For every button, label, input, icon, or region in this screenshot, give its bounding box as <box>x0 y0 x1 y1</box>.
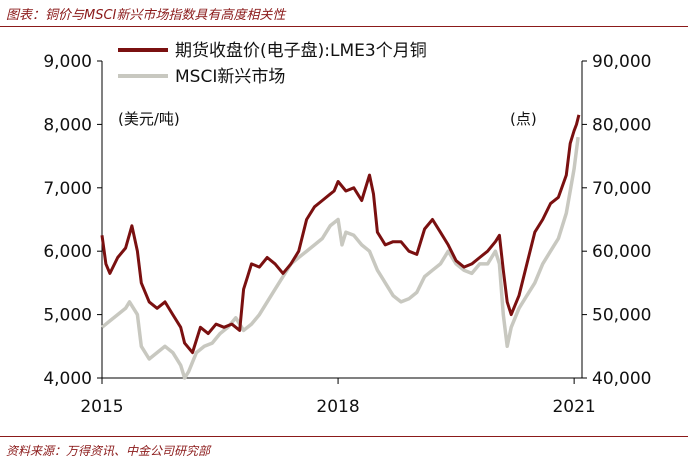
right-tick-label: 90,000 <box>592 52 651 72</box>
legend: 期货收盘价(电子盘):LME3个月铜 MSCI新兴市场 <box>118 41 427 87</box>
left-tick-label: 5,000 <box>43 306 92 326</box>
left-tick-label: 7,000 <box>43 179 92 199</box>
series-layer <box>100 114 581 380</box>
legend-label: 期货收盘价(电子盘):LME3个月铜 <box>175 41 427 61</box>
left-axis-unit: (美元/吨) <box>118 110 180 128</box>
x-tick-label: 2021 <box>552 397 595 417</box>
right-tick-label: 60,000 <box>592 242 651 262</box>
x-tick-label: 2015 <box>80 397 123 417</box>
top-rule <box>0 26 688 27</box>
left-tick-label: 8,000 <box>43 115 92 135</box>
x-tick-label: 2018 <box>316 397 359 417</box>
figure-source: 资料来源：万得资讯、中金公司研究部 <box>6 444 211 458</box>
axes-group: 4,000 5,000 6,000 7,000 8,000 9,000 40,000 50,0… <box>43 52 651 417</box>
right-tick-label: 50,000 <box>592 306 651 326</box>
series-line-copper <box>100 114 581 355</box>
right-tick-label: 80,000 <box>592 115 651 135</box>
bottom-rule <box>0 436 688 437</box>
left-tick-label: 9,000 <box>43 52 92 72</box>
right-axis-unit: (点) <box>510 110 537 128</box>
left-tick-label: 6,000 <box>43 242 92 262</box>
right-tick-label: 40,000 <box>592 369 651 389</box>
series-line-msci <box>100 136 580 380</box>
left-tick-label: 4,000 <box>43 369 92 389</box>
figure-title: 图表：铜价与MSCI新兴市场指数具有高度相关性 <box>6 8 286 23</box>
right-tick-label: 70,000 <box>592 179 651 199</box>
legend-label: MSCI新兴市场 <box>175 67 285 87</box>
